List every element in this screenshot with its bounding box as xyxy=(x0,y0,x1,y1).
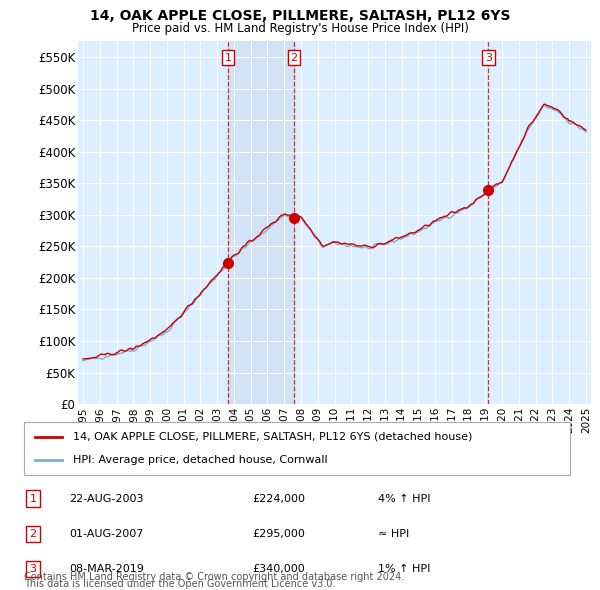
Text: 2: 2 xyxy=(29,529,37,539)
Text: 3: 3 xyxy=(29,565,37,574)
Text: ≈ HPI: ≈ HPI xyxy=(378,529,409,539)
Text: £340,000: £340,000 xyxy=(252,565,305,574)
Text: This data is licensed under the Open Government Licence v3.0.: This data is licensed under the Open Gov… xyxy=(24,579,335,589)
Text: 01-AUG-2007: 01-AUG-2007 xyxy=(69,529,143,539)
Text: 14, OAK APPLE CLOSE, PILLMERE, SALTASH, PL12 6YS (detached house): 14, OAK APPLE CLOSE, PILLMERE, SALTASH, … xyxy=(73,432,473,442)
Text: Contains HM Land Registry data © Crown copyright and database right 2024.: Contains HM Land Registry data © Crown c… xyxy=(24,572,404,582)
Text: 1% ↑ HPI: 1% ↑ HPI xyxy=(378,565,430,574)
Text: 1: 1 xyxy=(224,53,232,63)
Text: £224,000: £224,000 xyxy=(252,494,305,503)
Text: 4% ↑ HPI: 4% ↑ HPI xyxy=(378,494,431,503)
Bar xyxy=(228,41,294,404)
Text: Price paid vs. HM Land Registry's House Price Index (HPI): Price paid vs. HM Land Registry's House … xyxy=(131,22,469,35)
Text: 14, OAK APPLE CLOSE, PILLMERE, SALTASH, PL12 6YS: 14, OAK APPLE CLOSE, PILLMERE, SALTASH, … xyxy=(90,9,510,24)
Text: HPI: Average price, detached house, Cornwall: HPI: Average price, detached house, Corn… xyxy=(73,455,328,465)
Text: 08-MAR-2019: 08-MAR-2019 xyxy=(69,565,144,574)
FancyBboxPatch shape xyxy=(24,422,570,475)
Text: 22-AUG-2003: 22-AUG-2003 xyxy=(69,494,143,503)
Text: 3: 3 xyxy=(485,53,492,63)
Text: 2: 2 xyxy=(290,53,298,63)
Text: £295,000: £295,000 xyxy=(252,529,305,539)
Text: 1: 1 xyxy=(29,494,37,503)
